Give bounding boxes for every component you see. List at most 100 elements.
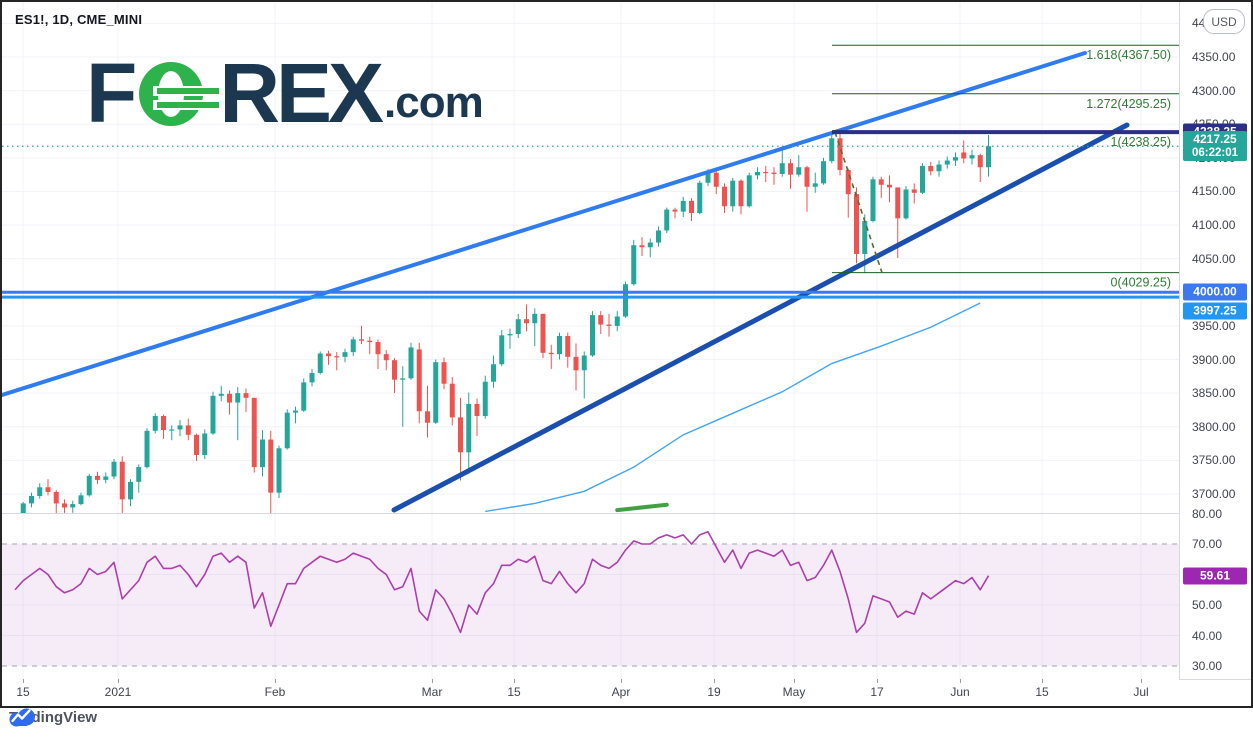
candle	[829, 132, 835, 164]
candle	[969, 149, 975, 165]
candle	[482, 375, 488, 419]
candle-body	[449, 383, 455, 418]
candle	[944, 156, 950, 169]
time-axis-tick	[877, 679, 878, 683]
candle-body	[185, 425, 191, 435]
fib-level-label: 1(4238.25)	[1111, 135, 1171, 149]
candle-body	[705, 172, 711, 183]
candle-body	[581, 355, 587, 371]
price-axis-label: 4300.00	[1192, 83, 1236, 98]
candle	[524, 304, 529, 332]
candle-body	[961, 152, 967, 159]
rsi-line	[14, 530, 990, 634]
currency-toggle-button[interactable]: USD	[1203, 9, 1245, 34]
candle-body	[276, 448, 282, 493]
candle-body	[590, 315, 595, 356]
moving-average-line[interactable]	[485, 302, 981, 513]
candle-body	[763, 171, 769, 174]
candle	[144, 428, 150, 469]
candle	[598, 311, 604, 334]
forex-coin-icon	[139, 62, 222, 126]
rsi-axis-label: 30.00	[1192, 659, 1223, 673]
channel-upper-trendline[interactable]	[2, 51, 1087, 397]
candle	[45, 479, 51, 496]
candle	[986, 134, 991, 177]
time-axis-tick	[514, 679, 515, 683]
fib-anchor-dashed-line[interactable]	[834, 131, 883, 273]
time-axis-tick	[118, 679, 119, 683]
time-axis-tick	[275, 679, 276, 683]
candle-body	[20, 503, 26, 513]
candle	[334, 352, 340, 371]
price-axis-label: 4050.00	[1192, 251, 1236, 266]
time-axis-label: 15	[16, 685, 30, 699]
candle	[416, 342, 422, 424]
candle	[755, 167, 760, 180]
time-axis-tick	[432, 679, 433, 683]
time-axis-label: 17	[870, 685, 884, 699]
candle-body	[400, 378, 406, 380]
candle-body	[243, 393, 249, 398]
candle-body	[202, 433, 208, 455]
rsi-pane	[2, 513, 1179, 679]
candle-body	[268, 439, 274, 493]
candle	[903, 186, 909, 220]
price-axis[interactable]: 4400.004350.004300.004250.004200.004150.…	[1180, 2, 1251, 679]
time-axis-label: 2021	[104, 685, 132, 699]
candle-body	[425, 411, 430, 423]
candle	[779, 150, 785, 177]
tradingview-attribution[interactable]: TradingView	[9, 708, 97, 727]
wedge-lower-trendline[interactable]	[391, 122, 1130, 513]
time-axis-label: 15	[1035, 685, 1049, 699]
time-axis-tick	[1141, 679, 1142, 683]
candle-body	[367, 340, 373, 343]
price-axis-label: 3950.00	[1192, 318, 1236, 333]
candle-body	[359, 339, 364, 341]
candle-body	[111, 461, 117, 477]
candle-body	[722, 186, 727, 207]
candle	[639, 237, 645, 256]
candle-body	[103, 476, 109, 480]
candle-body	[664, 209, 670, 231]
candle	[788, 159, 793, 189]
candle-body	[746, 175, 752, 207]
candle	[573, 343, 579, 391]
candle-body	[598, 315, 604, 325]
candle	[37, 483, 43, 499]
candle-body	[911, 189, 917, 193]
time-axis-tick	[794, 679, 795, 683]
candle-body	[887, 184, 892, 188]
candle	[136, 464, 142, 493]
candle	[111, 459, 117, 480]
chart-plot-area[interactable]: 1.618(4367.50) 1.272(4295.25) 1(4238.25) 0(…	[2, 2, 1179, 679]
candle-body	[491, 364, 496, 382]
candle-body	[29, 496, 34, 504]
candle	[821, 157, 826, 185]
time-axis[interactable]: 15 2021 Feb Mar 15 Apr 19 May 17 Jun 15 Jul	[2, 679, 1179, 706]
candle-body	[210, 395, 216, 434]
tradingview-logo-icon	[9, 708, 35, 727]
candle-body	[779, 163, 785, 174]
candle	[433, 359, 439, 425]
candle	[152, 413, 158, 434]
price-axis-label: 4100.00	[1192, 218, 1236, 233]
symbol-legend[interactable]: ES1!, 1D, CME_MINI	[15, 12, 143, 27]
pane-separator[interactable]	[2, 513, 1251, 514]
candle-body	[78, 495, 84, 505]
candle-body	[227, 393, 232, 403]
candle-body	[829, 138, 835, 162]
candle-body	[194, 434, 199, 455]
last-price-badge: 4217.25 06:22:01	[1183, 131, 1247, 162]
candle	[722, 183, 727, 213]
green-trend-segment[interactable]	[615, 502, 669, 513]
candle	[540, 313, 546, 359]
candle-body	[466, 403, 472, 453]
candle	[557, 332, 562, 360]
rsi-axis-label: 50.00	[1192, 598, 1223, 612]
candle-body	[903, 189, 909, 219]
candle	[260, 430, 265, 477]
candle	[70, 500, 76, 513]
candle-body	[920, 165, 925, 193]
time-axis-label: Apr	[611, 685, 631, 699]
candle-body	[301, 382, 307, 411]
